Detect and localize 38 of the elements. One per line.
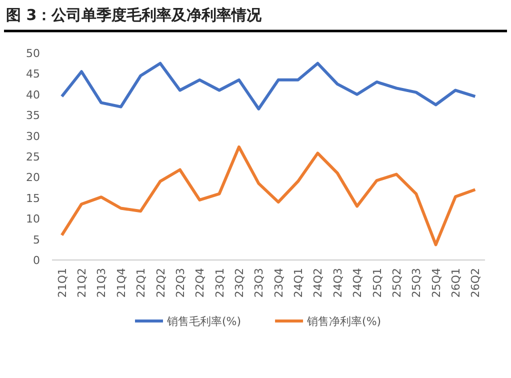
x-tick-label: 26Q1: [449, 268, 462, 298]
x-tick-label: 23Q3: [252, 268, 266, 298]
line-series: [60, 62, 477, 110]
x-tick-label: 23Q4: [272, 268, 286, 298]
x-tick-label: 21Q3: [95, 268, 108, 298]
legend-label: 销售净利率(%): [306, 315, 382, 328]
x-tick-label: 25Q1: [370, 268, 384, 298]
x-tick-label: 24Q1: [292, 268, 306, 298]
x-tick-label: 22Q1: [134, 268, 148, 298]
chart-title: 图 3：公司单季度毛利率及净利率情况: [6, 6, 263, 24]
y-tick-label: 50: [26, 47, 40, 60]
x-tick-label: 22Q2: [154, 268, 168, 298]
y-tick-label: 0: [33, 254, 40, 267]
x-tick-label: 25Q4: [430, 268, 443, 298]
y-tick-label: 45: [26, 68, 40, 81]
y-tick-label: 20: [26, 171, 40, 184]
x-tick-label: 24Q2: [312, 268, 325, 298]
x-tick-label: 23Q1: [213, 268, 226, 298]
x-tick-label: 25Q2: [390, 268, 404, 298]
x-tick-label: 25Q3: [410, 268, 424, 298]
x-tick-label: 26Q2: [469, 268, 482, 298]
y-tick-label: 25: [26, 150, 40, 164]
x-tick-label: 21Q2: [76, 268, 89, 298]
x-tick-label: 24Q3: [331, 268, 344, 298]
legend-label: 销售毛利率(%): [166, 315, 242, 328]
y-tick-label: 35: [26, 109, 40, 122]
y-tick-label: 40: [26, 88, 40, 102]
y-tick-label: 5: [33, 233, 40, 246]
x-tick-label: 23Q2: [232, 268, 246, 298]
x-tick-label: 22Q3: [174, 268, 187, 298]
y-tick-label: 10: [26, 212, 40, 226]
x-tick-label: 21Q4: [114, 268, 128, 298]
x-tick-label: 21Q1: [56, 268, 69, 298]
y-tick-label: 30: [26, 130, 40, 143]
x-tick-label: 24Q4: [351, 268, 364, 298]
y-tick-label: 15: [26, 192, 40, 205]
line-series: [60, 145, 477, 246]
x-tick-label: 22Q4: [194, 268, 207, 298]
